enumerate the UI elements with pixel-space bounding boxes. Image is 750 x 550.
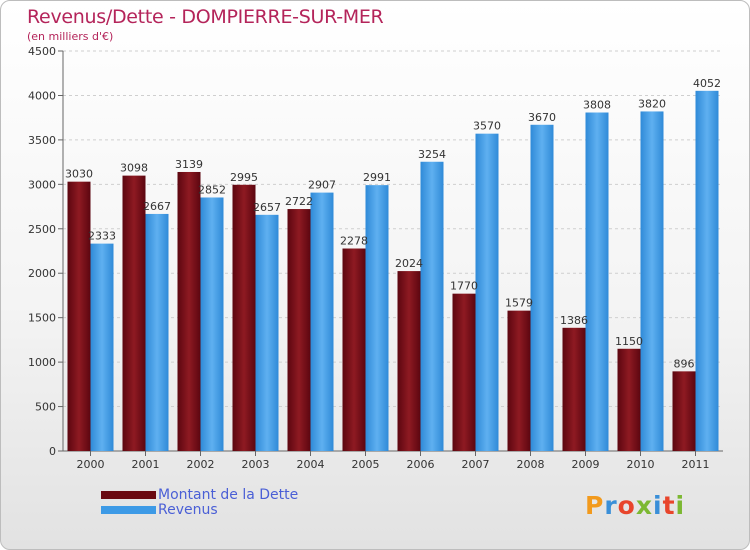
data-label-dette: 2722 [285, 195, 313, 208]
x-tick-label: 2000 [77, 458, 105, 471]
chart-title: Revenus/Dette - DOMPIERRE-SUR-MER [27, 6, 384, 28]
data-label-revenus: 2657 [253, 201, 281, 214]
x-tick-label: 2007 [462, 458, 490, 471]
x-tick-label: 2010 [627, 458, 655, 471]
y-tick-label: 3000 [28, 178, 56, 191]
bar-revenus [200, 197, 224, 451]
y-tick-label: 2000 [28, 267, 56, 280]
bar-dette [562, 327, 586, 451]
bar-dette [452, 293, 476, 451]
data-label-dette: 3139 [175, 158, 203, 171]
bar-revenus [530, 124, 554, 452]
x-tick-label: 2011 [682, 458, 710, 471]
bar-dette [287, 209, 311, 451]
logo-letter: o [617, 491, 636, 520]
axes: 0 500 1000 1500 2000 2500 3000 3500 4000 4500 2000… [28, 45, 723, 471]
data-label-revenus: 3670 [528, 111, 556, 124]
data-label-revenus: 3808 [583, 99, 611, 112]
legend-item-dette: Montant de la Dette [101, 486, 299, 503]
bar-revenus [145, 213, 169, 451]
data-label-revenus: 2907 [308, 179, 336, 192]
data-label-revenus: 2667 [143, 200, 171, 213]
legend: Montant de la Dette Revenus [101, 486, 299, 518]
bar-dette [122, 175, 146, 451]
data-label-dette: 2995 [230, 171, 258, 184]
y-tick-label: 1500 [28, 312, 56, 325]
data-labels: 3030 2333 3098 2667 3139 2852 2995 2657 2722 2907… [65, 77, 721, 371]
logo-letter: i [675, 491, 686, 520]
logo-letter: t [662, 491, 676, 520]
data-label-dette: 896 [674, 357, 695, 370]
legend-item-revenus: Revenus [101, 501, 298, 518]
y-tick-label: 4000 [28, 89, 56, 102]
proxiti-logo: Proxiti [585, 491, 685, 520]
data-label-dette: 3098 [120, 162, 148, 175]
grid-lines [63, 50, 723, 452]
logo-letter: x [635, 491, 653, 520]
x-tick-label: 2009 [572, 458, 600, 471]
bar-revenus [310, 192, 334, 451]
chart-subtitle: (en milliers d'€) [27, 30, 114, 43]
x-tick-label: 2004 [297, 458, 325, 471]
bar-dette [507, 310, 531, 451]
bar-dette [67, 181, 91, 451]
legend-swatch-dette [101, 490, 156, 499]
bar-dette [177, 171, 201, 451]
bar-dette [397, 271, 421, 451]
bar-revenus [365, 185, 389, 451]
x-tick-label: 2003 [242, 458, 270, 471]
data-label-dette: 1386 [560, 314, 588, 327]
legend-swatch-revenus [101, 505, 156, 514]
y-tick-label: 0 [49, 445, 56, 458]
y-tick-label: 4500 [28, 45, 56, 58]
data-label-revenus: 2991 [363, 171, 391, 184]
data-label-revenus: 3570 [473, 120, 501, 133]
bar-dette [342, 248, 366, 451]
data-label-dette: 1770 [450, 280, 478, 293]
data-label-dette: 1150 [615, 335, 643, 348]
x-tick-label: 2008 [517, 458, 545, 471]
data-label-revenus: 2852 [198, 183, 226, 196]
bars [67, 90, 719, 452]
logo-letter: P [585, 491, 605, 520]
y-tick-label: 3500 [28, 134, 56, 147]
bar-revenus [475, 133, 499, 451]
data-label-revenus: 3254 [418, 148, 446, 161]
x-tick-label: 2005 [352, 458, 380, 471]
data-label-dette: 1579 [505, 297, 533, 310]
bar-revenus [640, 111, 664, 451]
logo-letter: r [604, 491, 618, 520]
x-tick-label: 2006 [407, 458, 435, 471]
x-tick-label: 2001 [132, 458, 160, 471]
y-tick-label: 1000 [28, 356, 56, 369]
y-tick-label: 2500 [28, 223, 56, 236]
y-tick-label: 500 [35, 401, 56, 414]
bar-revenus [585, 112, 609, 451]
bar-revenus [90, 243, 114, 451]
legend-label-dette: Montant de la Dette [158, 486, 299, 503]
bar-dette [672, 371, 696, 451]
data-label-revenus: 2333 [88, 230, 116, 243]
bar-revenus [420, 161, 444, 451]
data-label-dette: 3030 [65, 168, 93, 181]
data-label-revenus: 3820 [638, 97, 666, 110]
bar-dette [617, 348, 641, 451]
data-label-revenus: 4052 [693, 77, 721, 90]
bar-revenus [255, 214, 279, 451]
bar-revenus [695, 90, 719, 452]
logo-letter: i [653, 491, 663, 520]
legend-label-revenus: Revenus [158, 501, 218, 518]
x-tick-label: 2002 [187, 458, 215, 471]
bar-dette [232, 184, 256, 451]
data-label-dette: 2024 [395, 257, 423, 270]
data-label-dette: 2278 [340, 235, 368, 248]
